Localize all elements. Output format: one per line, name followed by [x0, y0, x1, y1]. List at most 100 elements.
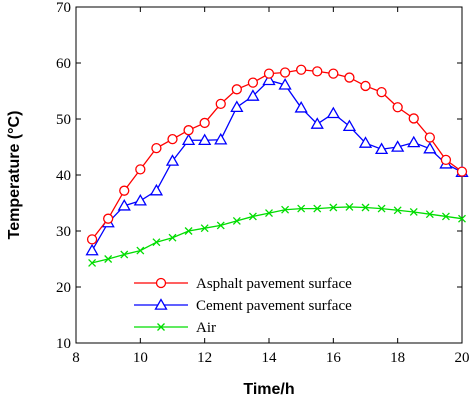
data-point: [230, 100, 244, 113]
data-point: [183, 125, 194, 136]
data-point: [376, 86, 387, 98]
series-line: [91, 206, 463, 264]
data-point: [393, 206, 402, 215]
data-point: [392, 102, 403, 113]
data-point: [278, 78, 292, 90]
data-point: [265, 209, 273, 218]
data-point: [458, 214, 466, 223]
data-point: [247, 77, 259, 88]
data-point: [407, 135, 421, 148]
data-point: [232, 216, 241, 225]
data-point: [168, 233, 177, 242]
data-point: [342, 119, 357, 132]
legend-marker: [154, 298, 168, 310]
data-point: [167, 134, 178, 145]
data-point: [165, 154, 180, 166]
data-point: [104, 255, 113, 263]
data-point: [152, 238, 161, 247]
legend-label: Cement pavement surface: [196, 298, 352, 314]
y-tick-label: 30: [56, 224, 71, 240]
data-point: [310, 117, 324, 129]
data-point: [120, 250, 129, 259]
data-point: [312, 66, 323, 77]
data-point: [117, 198, 131, 211]
x-axis-title: Time/h: [243, 381, 294, 398]
legend-entry: Asphalt pavement surface: [134, 276, 352, 292]
data-point: [456, 166, 468, 177]
data-point: [86, 234, 98, 245]
x-tick-label: 20: [455, 350, 470, 366]
data-point: [423, 141, 437, 154]
y-tick-label: 50: [56, 112, 71, 128]
data-point: [313, 204, 322, 213]
data-point: [198, 133, 212, 146]
data-point: [361, 203, 370, 212]
data-point: [358, 136, 373, 148]
data-point: [149, 183, 164, 196]
data-point: [329, 203, 338, 212]
y-tick-label: 70: [56, 0, 71, 16]
series-group: [85, 64, 469, 267]
series-line: [91, 79, 463, 251]
data-point: [360, 80, 371, 92]
x-tick-label: 14: [262, 350, 278, 366]
legend-marker: [155, 277, 167, 289]
axes: [75, 6, 463, 344]
data-point: [377, 204, 386, 213]
data-point: [279, 67, 291, 78]
data-point: [425, 210, 434, 219]
data-point: [440, 154, 452, 166]
data-point: [297, 204, 306, 213]
data-point: [328, 68, 339, 79]
data-point: [151, 142, 162, 154]
data-point: [424, 132, 435, 143]
data-point: [133, 193, 147, 206]
data-point: [215, 98, 226, 110]
data-point: [263, 68, 275, 79]
legend-label: Air: [196, 320, 216, 336]
y-tick-label: 20: [56, 280, 71, 296]
legend-label: Asphalt pavement surface: [196, 276, 352, 292]
x-tick-label: 12: [197, 350, 212, 366]
data-point: [248, 212, 257, 221]
data-point: [184, 227, 193, 235]
data-point: [136, 246, 145, 255]
series-circle: [86, 64, 468, 245]
data-point: [344, 72, 355, 83]
data-point: [345, 202, 354, 211]
data-point: [296, 64, 307, 75]
y-tick-label: 10: [56, 336, 71, 352]
plot-frame: [75, 6, 463, 344]
data-point: [231, 84, 242, 95]
legend-marker: [157, 323, 165, 331]
data-point: [326, 106, 340, 119]
data-point: [200, 224, 209, 233]
data-point: [408, 113, 419, 124]
legend: Asphalt pavement surface Cement pavement …: [134, 276, 352, 336]
data-point: [85, 243, 99, 256]
data-point: [281, 205, 290, 214]
data-point: [119, 185, 130, 196]
x-tick-label: 10: [133, 350, 148, 366]
series-triangle: [85, 73, 469, 256]
y-tick-label: 40: [56, 168, 71, 184]
data-point: [391, 140, 405, 152]
data-point: [199, 117, 210, 129]
series-x: [88, 202, 466, 267]
y-tick-label: 60: [56, 56, 71, 72]
x-tick-label: 16: [326, 350, 342, 366]
data-point: [181, 133, 196, 146]
legend-entry: Cement pavement surface: [134, 298, 352, 314]
y-axis-title: Temperature (°C): [6, 111, 23, 240]
data-point: [409, 208, 418, 216]
series-line: [91, 69, 463, 240]
data-point: [374, 142, 389, 155]
data-point: [214, 132, 228, 145]
data-point: [103, 213, 114, 224]
data-point: [88, 258, 97, 267]
data-point: [135, 164, 146, 175]
data-point: [294, 100, 308, 113]
data-point: [246, 89, 260, 101]
x-tick-label: 18: [390, 350, 405, 366]
